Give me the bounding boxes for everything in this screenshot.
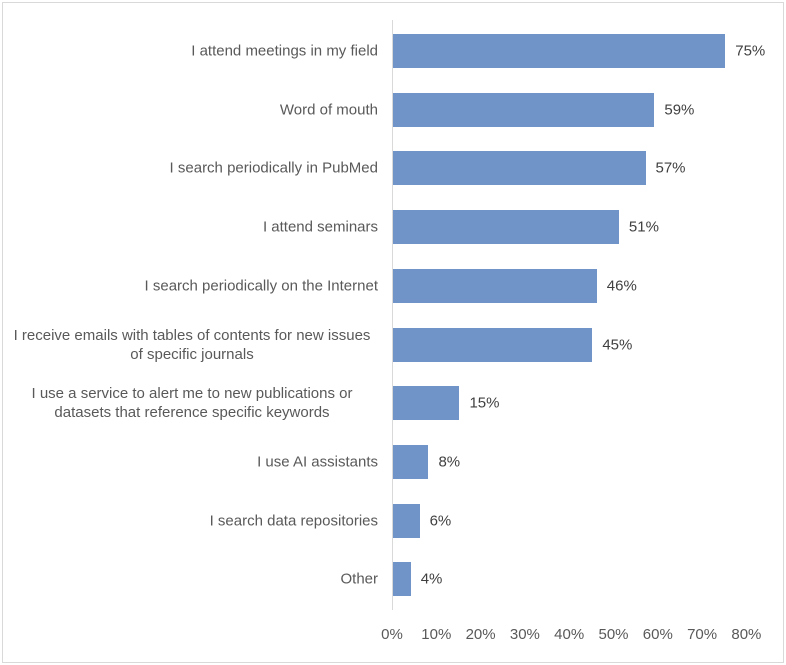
x-tick-label: 40% <box>554 626 585 643</box>
category-label: I search data repositories <box>209 512 378 530</box>
bar-row: Word of mouth 59% <box>0 92 786 127</box>
value-label: 15% <box>469 394 500 412</box>
category-label: I use a service to alert me to new publi… <box>31 385 353 422</box>
bar <box>393 562 411 597</box>
bar <box>393 386 460 421</box>
x-tick-label: 0% <box>381 626 403 643</box>
value-label: 57% <box>655 159 686 177</box>
value-label: 59% <box>664 101 695 119</box>
bar <box>393 151 646 186</box>
value-label: 8% <box>438 453 461 471</box>
bar <box>393 92 655 127</box>
x-tick-label: 20% <box>465 626 496 643</box>
bar-row: I receive emails with tables of contents… <box>0 326 786 363</box>
x-tick-label: 70% <box>687 626 718 643</box>
bar-row: Other 4% <box>0 562 786 597</box>
bar-row: I attend seminars 51% <box>0 210 786 245</box>
bar-row: I search periodically on the Internet 46% <box>0 268 786 303</box>
x-tick-label: 10% <box>421 626 452 643</box>
category-label: I attend seminars <box>262 218 378 236</box>
category-label: I search periodically on the Internet <box>144 277 378 295</box>
bar <box>393 34 726 68</box>
bar <box>393 268 597 303</box>
category-label: Other <box>340 570 378 588</box>
category-label: I attend meetings in my field <box>191 42 378 60</box>
category-label: I search periodically in PubMed <box>169 159 378 177</box>
value-label: 75% <box>735 42 766 60</box>
category-label: I use AI assistants <box>257 453 378 471</box>
category-label: Word of mouth <box>279 101 378 119</box>
bar-row: I search periodically in PubMed 57% <box>0 151 786 186</box>
value-label: 4% <box>420 570 443 588</box>
value-label: 51% <box>628 218 659 236</box>
bar-row: I use a service to alert me to new publi… <box>0 385 786 422</box>
x-tick-label: 60% <box>642 626 673 643</box>
bar-row: I attend meetings in my field 75% <box>0 34 786 68</box>
category-label: I receive emails with tables of contents… <box>13 326 371 363</box>
x-tick-label: 50% <box>598 626 629 643</box>
bar <box>393 327 593 362</box>
bar-row: I use AI assistants 8% <box>0 444 786 479</box>
bar <box>393 503 420 538</box>
bar <box>393 210 619 245</box>
bar <box>393 444 429 479</box>
x-tick-label: 80% <box>731 626 762 643</box>
x-tick-label: 30% <box>509 626 540 643</box>
value-label: 6% <box>429 512 452 530</box>
value-label: 45% <box>602 336 633 353</box>
y-axis-line <box>392 20 393 610</box>
value-label: 46% <box>606 277 637 295</box>
bar-row: I search data repositories 6% <box>0 503 786 538</box>
